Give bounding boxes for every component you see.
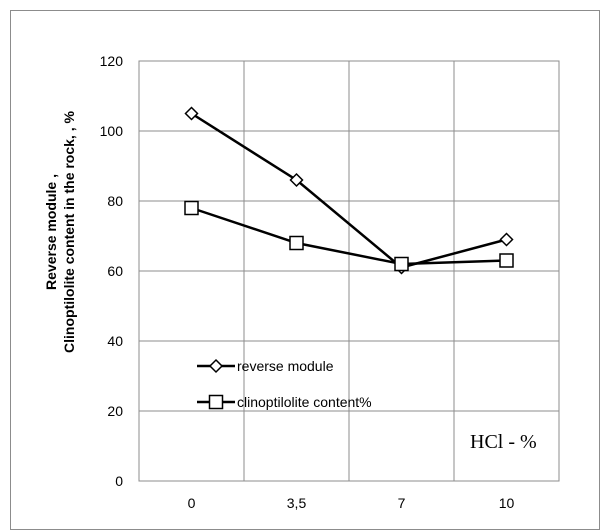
series-group [184,106,514,275]
data-point-marker [394,256,409,272]
y-tick-label: 20 [107,403,123,419]
y-tick-label: 60 [107,263,123,279]
series-1 [184,200,514,272]
legend-label: clinoptilolite content% [237,394,372,410]
x-axis-annotation: HCl - % [470,431,537,453]
data-point-marker [289,235,304,251]
x-tick-label: 3,5 [287,495,307,511]
y-tick-label: 40 [107,333,123,349]
y-axis-label-line2: Clinoptilolite content in the rock, , % [61,111,77,353]
x-tick-labels: 0 3,5 7 10 [188,495,515,511]
legend-label: reverse module [237,358,334,374]
x-tick-label: 10 [499,495,515,511]
data-point-marker [289,172,304,188]
y-tick-label: 120 [100,53,124,69]
series-line-1 [191,206,507,266]
chart-frame [10,10,600,530]
y-tick-labels: 0 20 40 60 80 100 120 [100,53,124,489]
data-point-marker [184,200,199,216]
plot-border [138,60,560,482]
legend-item-0: reverse module [197,358,334,374]
y-tick-label: 80 [107,193,123,209]
x-tick-label: 7 [398,495,406,511]
plot-area [138,60,560,482]
data-point-marker [499,253,514,268]
legend-item-1: clinoptilolite content% [197,394,372,410]
gridlines [139,60,559,482]
series-line-0 [190,112,507,269]
data-point-marker [184,106,199,121]
y-axis-label-line1: Reverse module , [43,174,59,290]
chart: 0 20 40 60 80 100 120 0 3,5 7 10 Reverse module ,… [43,53,560,511]
legend-marker [208,358,224,374]
y-tick-label: 100 [100,123,124,139]
y-tick-label: 0 [115,473,123,489]
legend: reverse module clinoptilolite content% [197,358,372,410]
legend-marker [208,394,224,410]
data-point-marker [499,232,514,247]
x-tick-label: 0 [188,495,196,511]
